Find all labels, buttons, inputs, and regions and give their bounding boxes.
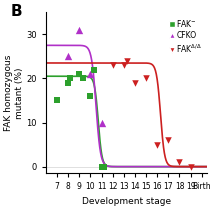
Point bbox=[89, 94, 92, 98]
Point bbox=[78, 28, 81, 31]
Point bbox=[100, 165, 103, 168]
Point bbox=[167, 138, 170, 142]
Point bbox=[66, 55, 70, 58]
Point bbox=[122, 63, 126, 67]
Point bbox=[189, 165, 192, 168]
Point bbox=[55, 99, 59, 102]
Point bbox=[78, 72, 81, 76]
Point bbox=[155, 143, 159, 146]
Legend: FAK$^{-}$, CFKO, FAK$^{\Delta/\Delta}$: FAK$^{-}$, CFKO, FAK$^{\Delta/\Delta}$ bbox=[169, 16, 203, 56]
Point bbox=[66, 81, 70, 84]
Point bbox=[133, 81, 137, 84]
Point bbox=[111, 63, 114, 67]
Point bbox=[102, 165, 106, 168]
Point bbox=[144, 77, 148, 80]
Y-axis label: FAK homozygous
mutant (%): FAK homozygous mutant (%) bbox=[4, 55, 24, 131]
X-axis label: Development stage: Development stage bbox=[82, 197, 171, 206]
Point bbox=[100, 121, 103, 124]
Text: B: B bbox=[11, 4, 22, 19]
Point bbox=[92, 68, 95, 71]
Point bbox=[126, 59, 129, 62]
Point bbox=[81, 77, 84, 80]
Point bbox=[69, 77, 72, 80]
Point bbox=[178, 160, 181, 164]
Point bbox=[89, 72, 92, 76]
